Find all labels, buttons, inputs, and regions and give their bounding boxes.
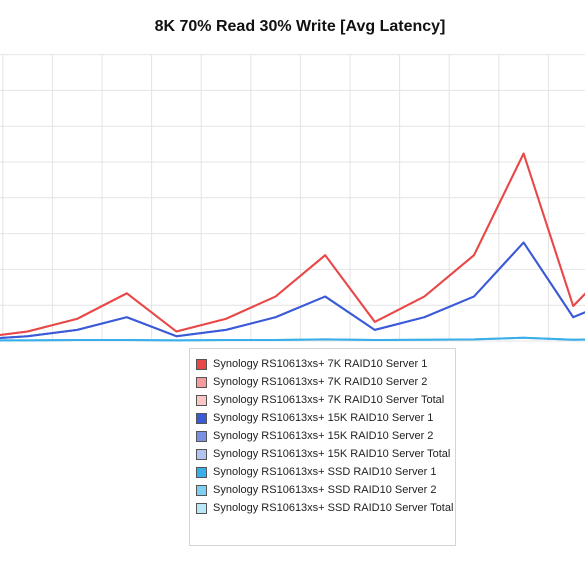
legend-label: Synology RS10613xs+ 7K RAID10 Server 1: [213, 358, 428, 370]
legend-item[interactable]: Synology RS10613xs+ 7K RAID10 Server Tot…: [196, 391, 455, 409]
series-line: [0, 241, 585, 339]
legend-swatch: [196, 412, 207, 424]
legend-item[interactable]: Synology RS10613xs+ SSD RAID10 Server 2: [196, 481, 455, 499]
legend-swatch: [196, 376, 207, 388]
series-lines: [0, 152, 585, 342]
chart-title: 8K 70% Read 30% Write [Avg Latency]: [154, 18, 446, 35]
legend-item[interactable]: Synology RS10613xs+ 15K RAID10 Server 2: [196, 427, 455, 445]
legend-item[interactable]: Synology RS10613xs+ SSD RAID10 Server To…: [196, 499, 455, 517]
legend-swatch: [196, 484, 207, 496]
legend-label: Synology RS10613xs+ SSD RAID10 Server 2: [213, 484, 437, 496]
legend-label: Synology RS10613xs+ 15K RAID10 Server 1: [213, 412, 434, 424]
legend-label: Synology RS10613xs+ SSD RAID10 Server 1: [213, 466, 437, 478]
legend-label: Synology RS10613xs+ 7K RAID10 Server 2: [213, 376, 428, 388]
legend-item[interactable]: Synology RS10613xs+ 7K RAID10 Server 1: [196, 355, 455, 373]
legend-label: Synology RS10613xs+ 15K RAID10 Server 2: [213, 430, 434, 442]
legend-label: Synology RS10613xs+ 7K RAID10 Server Tot…: [213, 394, 445, 406]
legend-swatch: [196, 394, 207, 406]
legend-swatch: [196, 448, 207, 460]
legend-label: Synology RS10613xs+ SSD RAID10 Server To…: [213, 502, 454, 514]
legend-item[interactable]: Synology RS10613xs+ SSD RAID10 Server 1: [196, 463, 455, 481]
legend-swatch: [196, 466, 207, 478]
grid: [0, 54, 585, 342]
legend-swatch: [196, 430, 207, 442]
legend-swatch: [196, 502, 207, 514]
legend-label: Synology RS10613xs+ 15K RAID10 Server To…: [213, 448, 451, 460]
legend-swatch: [196, 358, 207, 370]
legend-item[interactable]: Synology RS10613xs+ 15K RAID10 Server 1: [196, 409, 455, 427]
series-line: [0, 336, 585, 342]
legend: Synology RS10613xs+ 7K RAID10 Server 1 Sy…: [189, 348, 456, 546]
series-line: [0, 152, 585, 337]
legend-item[interactable]: Synology RS10613xs+ 7K RAID10 Server 2: [196, 373, 455, 391]
line-chart: 1 Thread1 Queue2 Threads4 Queue2 Threads…: [0, 54, 585, 342]
legend-item[interactable]: Synology RS10613xs+ 15K RAID10 Server To…: [196, 445, 455, 463]
series-line: [0, 241, 585, 339]
series-line: [0, 241, 585, 339]
